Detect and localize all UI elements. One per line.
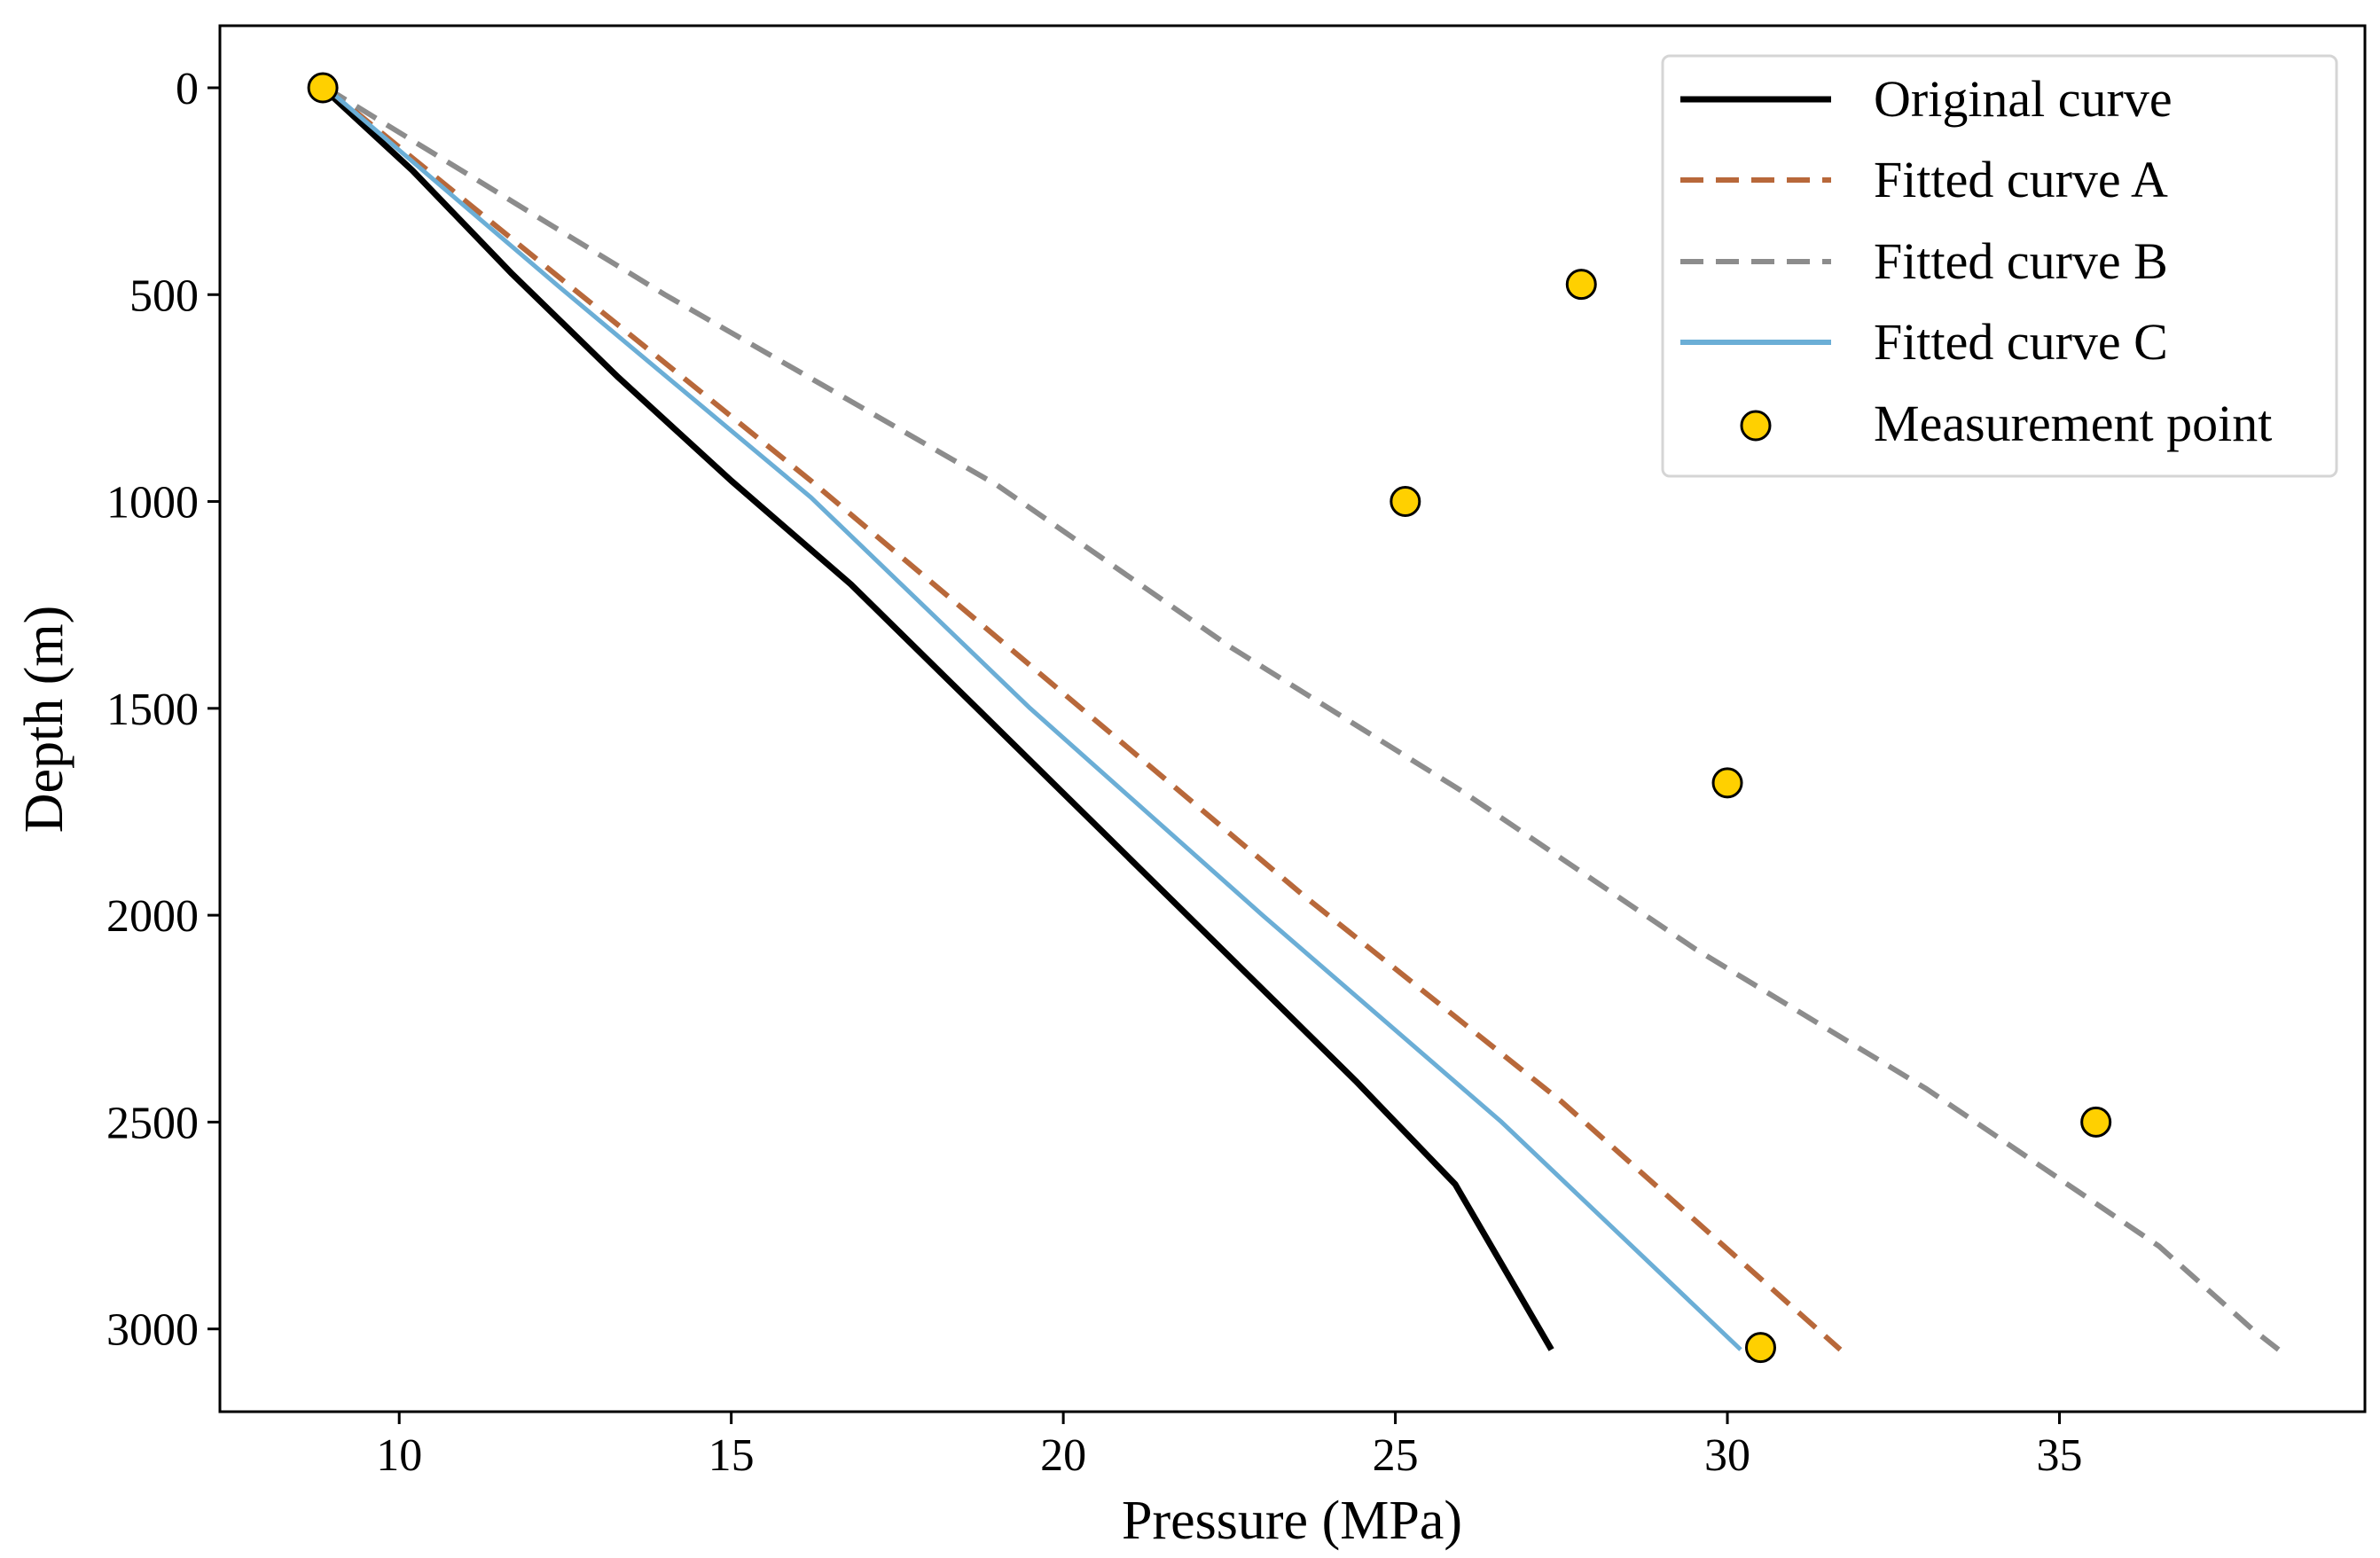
measurement-point-6 xyxy=(1744,1332,1776,1364)
x-tick-label-25: 25 xyxy=(1373,1430,1419,1481)
x-axis-title: Pressure (MPa) xyxy=(1122,1491,1462,1551)
measurement-point-4 xyxy=(1711,767,1743,799)
measurement-points-layer xyxy=(307,72,2112,1364)
x-tick-label-10: 10 xyxy=(376,1430,422,1481)
x-tick-label-15: 15 xyxy=(709,1430,755,1481)
plot-area-frame xyxy=(218,24,2367,1413)
y-axis-ticks: 0 500 1000 1500 2000 2500 3000 xyxy=(106,64,220,1356)
series-layer xyxy=(320,85,2281,1352)
y-tick-label-1500: 1500 xyxy=(106,685,199,735)
measurement-point-1 xyxy=(307,72,339,104)
measurement-point-5 xyxy=(2080,1106,2112,1138)
y-tick-label-0: 0 xyxy=(176,64,199,114)
y-tick-label-2500: 2500 xyxy=(106,1098,199,1148)
measurement-point-2 xyxy=(1565,269,1597,301)
y-axis-title: Depth (m) xyxy=(14,606,74,834)
x-tick-label-35: 35 xyxy=(2036,1430,2082,1481)
legend-label-fitted-curve-b: Fitted curve B xyxy=(1874,232,2168,290)
series-line-fitted-curve-b xyxy=(325,85,2281,1352)
legend-swatch-measurement-point xyxy=(1740,410,1772,442)
y-tick-label-2000: 2000 xyxy=(106,891,199,942)
series-line-fitted-curve-c xyxy=(325,86,1742,1351)
y-tick-label-3000: 3000 xyxy=(106,1305,199,1356)
series-line-original-curve xyxy=(320,85,1554,1351)
legend-label-original-curve: Original curve xyxy=(1874,70,2173,128)
x-axis-ticks: 10 15 20 25 30 35 xyxy=(376,1412,2082,1481)
y-tick-label-500: 500 xyxy=(129,270,199,321)
measurement-point-3 xyxy=(1390,486,1421,518)
x-tick-label-30: 30 xyxy=(1704,1430,1750,1481)
y-tick-label-1000: 1000 xyxy=(106,478,199,528)
legend-box xyxy=(1661,54,2338,478)
legend-label-fitted-curve-a: Fitted curve A xyxy=(1874,151,2168,208)
series-line-fitted-curve-a xyxy=(324,85,1843,1352)
legend: Original curve Fitted curve A Fitted cur… xyxy=(1661,54,2338,478)
legend-label-measurement-point: Measurement point xyxy=(1874,395,2272,452)
x-tick-label-20: 20 xyxy=(1040,1430,1086,1481)
legend-label-fitted-curve-c: Fitted curve C xyxy=(1874,313,2168,371)
